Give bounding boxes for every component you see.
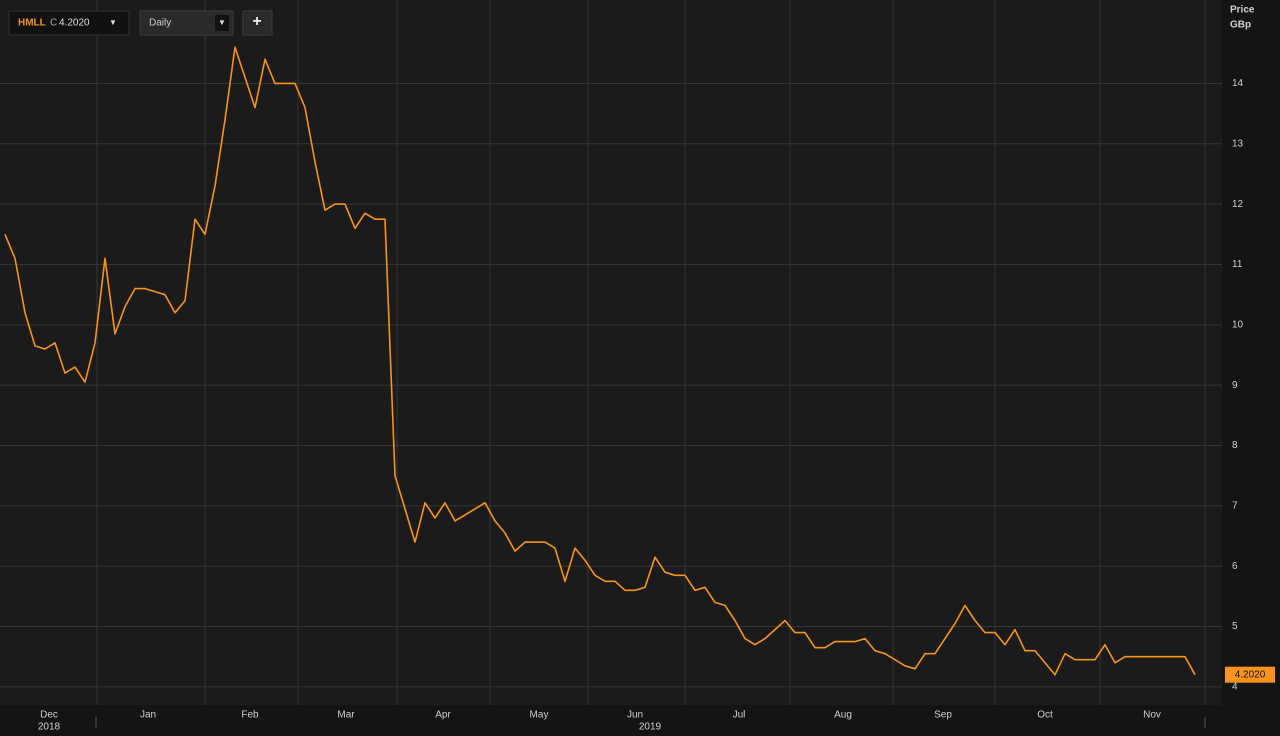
y-tick-label: 4 bbox=[1232, 682, 1238, 693]
y-tick-label: 14 bbox=[1232, 78, 1244, 89]
axis-title: Price bbox=[1230, 5, 1255, 16]
x-axis-panel bbox=[0, 705, 1222, 736]
x-tick-label: Jun bbox=[627, 710, 643, 721]
x-tick-label: May bbox=[530, 710, 549, 721]
x-tick-label: Dec bbox=[40, 710, 58, 721]
y-tick-label: 8 bbox=[1232, 440, 1238, 451]
x-tick-label: Feb bbox=[241, 710, 259, 721]
year-label: 2019 bbox=[639, 722, 662, 733]
field: C bbox=[50, 18, 57, 29]
y-tick-label: 12 bbox=[1232, 199, 1244, 210]
dropdown-button bbox=[215, 15, 229, 31]
x-tick-label: Jul bbox=[733, 710, 746, 721]
toolbar: HMLL C 4.2020 ▼ Daily ▼ + bbox=[8, 10, 273, 36]
y-tick-label: 10 bbox=[1232, 319, 1244, 330]
y-tick-label: 6 bbox=[1232, 561, 1238, 572]
dropdown-arrow: ▼ bbox=[218, 18, 226, 27]
x-tick-label: Aug bbox=[834, 710, 852, 721]
last-price-badge bbox=[1225, 666, 1275, 683]
x-tick-label: Mar bbox=[337, 710, 355, 721]
y-axis-panel bbox=[1222, 0, 1280, 736]
year-label: 2018 bbox=[38, 722, 61, 733]
y-tick-label: 7 bbox=[1232, 501, 1238, 512]
x-tick-label: Oct bbox=[1037, 710, 1053, 721]
axis-title: GBp bbox=[1230, 20, 1251, 31]
add-icon: + bbox=[252, 13, 261, 30]
price: 4.2020 bbox=[59, 18, 90, 29]
interval: Daily bbox=[149, 18, 171, 29]
y-tick-label: 9 bbox=[1232, 380, 1238, 391]
x-tick-label: Jan bbox=[140, 710, 156, 721]
y-tick-label: 5 bbox=[1232, 621, 1238, 632]
x-tick-label: Sep bbox=[934, 710, 952, 721]
y-tick-label: 13 bbox=[1232, 138, 1244, 149]
symbol: HMLL bbox=[18, 18, 46, 29]
y-tick-label: 11 bbox=[1232, 259, 1243, 270]
add-button[interactable] bbox=[242, 10, 273, 36]
x-tick-label: Apr bbox=[435, 710, 451, 721]
symbol-box[interactable] bbox=[8, 10, 130, 36]
x-tick-label: Nov bbox=[1143, 710, 1161, 721]
last-price-label: 4.2020 bbox=[1235, 669, 1266, 680]
month-grid bbox=[96, 0, 1206, 705]
dropdown-arrow: ▼ bbox=[109, 18, 117, 27]
price-line bbox=[4, 46, 1196, 676]
